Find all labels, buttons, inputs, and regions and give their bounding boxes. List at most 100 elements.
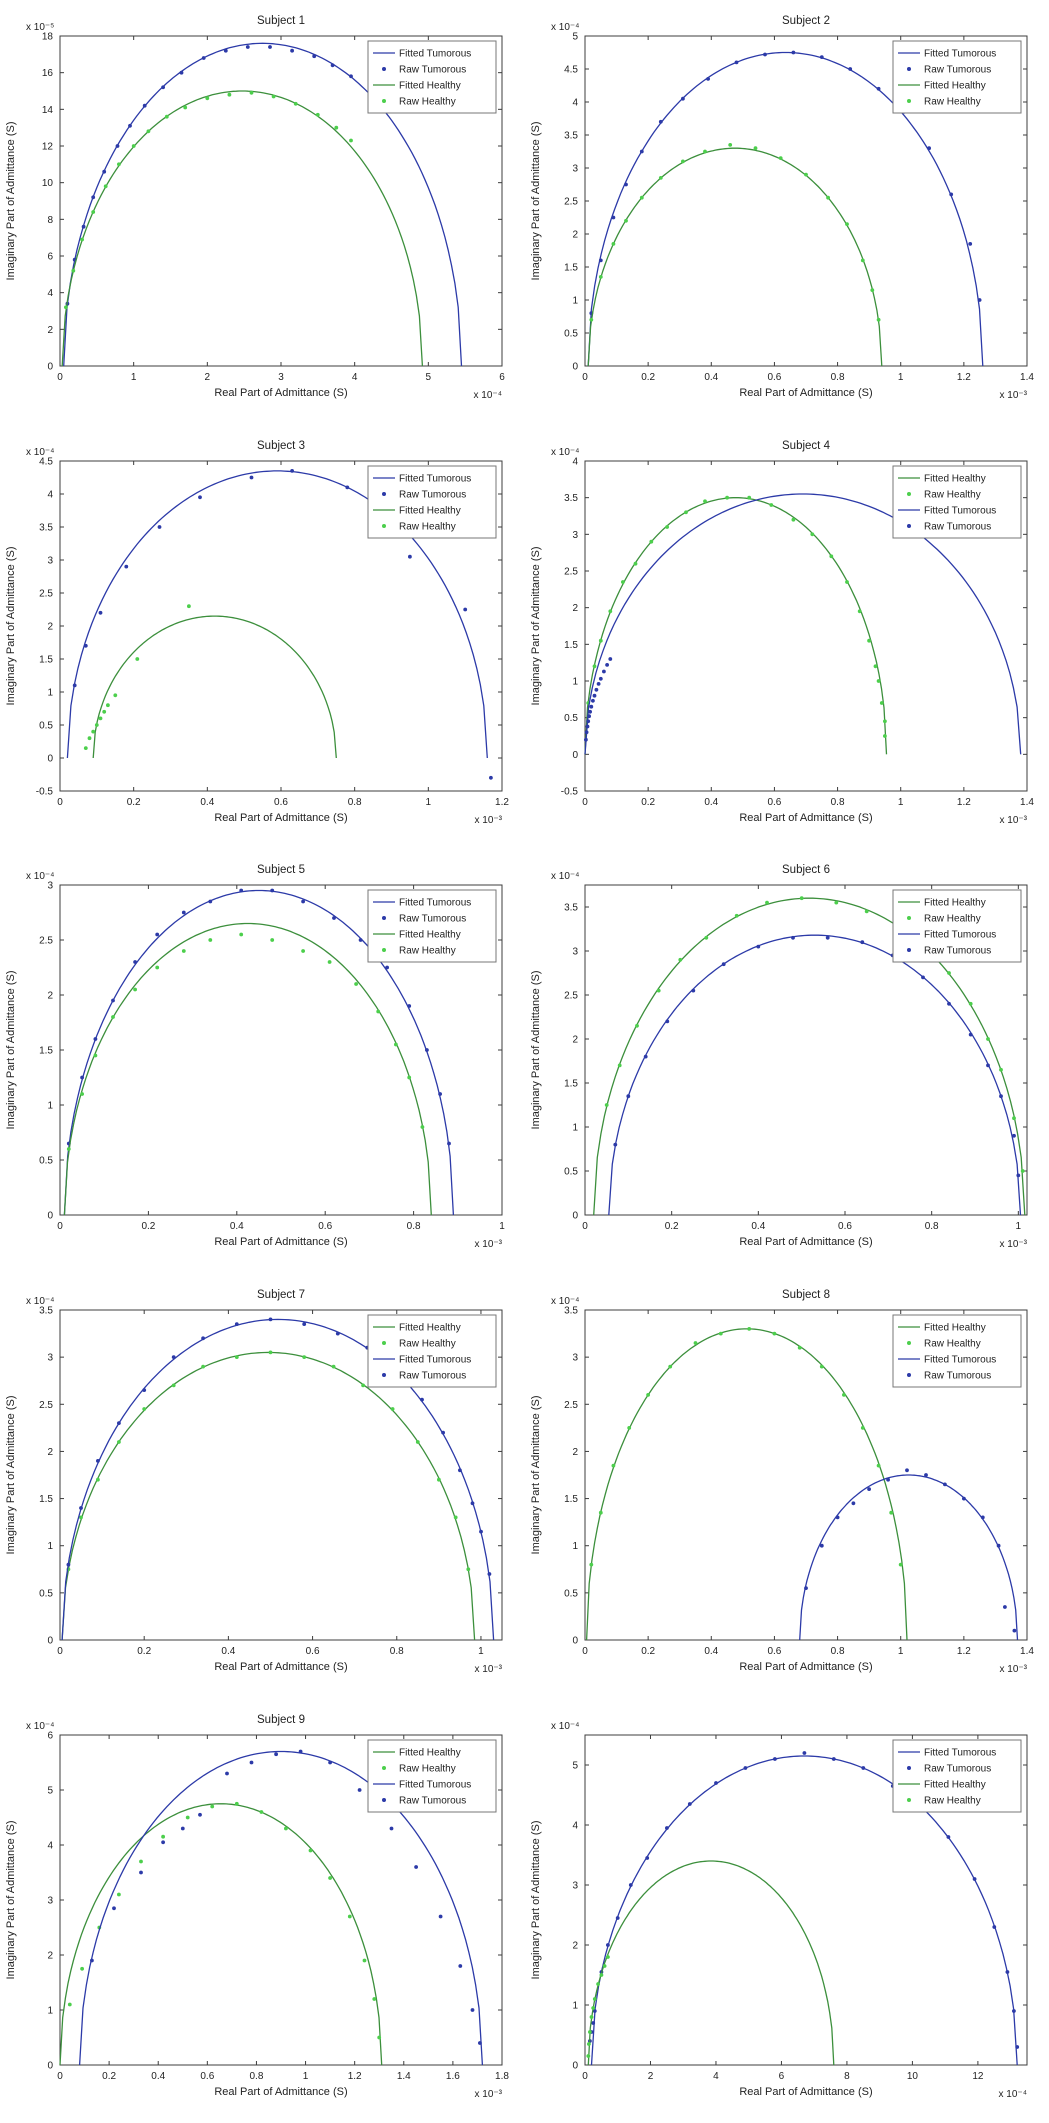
raw-data-point [799, 896, 804, 901]
raw-data-point [598, 1510, 603, 1515]
y-tick-label: 3.5 [564, 1306, 578, 1317]
raw-data-point [885, 1477, 890, 1482]
raw-data-point [611, 1463, 615, 1468]
raw-data-point [926, 146, 931, 151]
y-tick-label: 2.5 [564, 991, 578, 1002]
raw-data-point [611, 242, 615, 247]
y-tick-label: 4 [572, 98, 578, 109]
raw-data-point [376, 1010, 381, 1014]
legend-label: Raw Tumorous [924, 1371, 991, 1382]
raw-data-point [658, 120, 663, 124]
raw-data-point [161, 1840, 166, 1844]
x-tick-label: 0.8 [830, 797, 844, 808]
y-tick-label: 1.5 [39, 654, 53, 665]
y-tick-label: 1.5 [39, 1494, 53, 1505]
raw-data-point [819, 1364, 824, 1369]
y-axis-label: Imaginary Part of Admittance (S) [5, 122, 17, 281]
y-tick-label: 0 [572, 1636, 578, 1647]
raw-data-point [124, 564, 129, 569]
x-scale-label: x 10⁻³ [999, 815, 1027, 826]
raw-data-point [181, 949, 186, 954]
raw-data-point [67, 2002, 72, 2007]
raw-data-point [860, 1765, 865, 1770]
y-tick-label: 4.5 [564, 65, 578, 76]
raw-data-point [625, 1094, 630, 1099]
raw-data-point [643, 1055, 648, 1059]
legend-dot-sample [906, 99, 911, 104]
raw-data-point [1011, 1116, 1016, 1121]
raw-data-point [585, 719, 590, 724]
raw-data-point [612, 1143, 617, 1147]
raw-data-point [727, 143, 732, 148]
y-tick-label: 8 [47, 215, 53, 226]
y-tick-label: 1 [572, 2000, 578, 2011]
raw-data-point [607, 656, 612, 661]
y-tick-label: 3 [47, 1895, 53, 1906]
subplot-title: Subject 7 [257, 1289, 305, 1301]
raw-data-point [91, 195, 96, 200]
raw-data-point [128, 124, 132, 128]
y-tick-label: 12 [42, 142, 54, 153]
raw-data-point [330, 63, 335, 68]
subplot-cell-8: 0 0.2 0.4 0.6 0.8 1 1.2 1.4 0 0.5 1 1.5 2 2.5 3 3.5 Fitt… [524, 1274, 1049, 1699]
y-scale-label: x 10⁻⁴ [551, 1296, 579, 1307]
x-tick-label: 0.6 [767, 372, 781, 383]
x-tick-label: 1 [1015, 1221, 1021, 1232]
y-tick-label: 2 [572, 603, 578, 614]
legend-dot-sample [382, 99, 386, 104]
y-tick-label: 0 [572, 2060, 578, 2071]
raw-data-point [882, 733, 887, 738]
subplot-cell-1: 0 1 2 3 4 5 6 0 2 4 6 8 10 12 14 16 18 Fitted Tumorous Raw… [0, 0, 524, 425]
raw-data-point [458, 1468, 462, 1473]
raw-data-point [778, 156, 783, 161]
raw-data-point [161, 1834, 166, 1839]
raw-data-point [361, 1383, 365, 1388]
raw-data-point [972, 1876, 976, 1881]
y-tick-label: 4 [572, 456, 578, 467]
y-tick-label: 1 [47, 1101, 53, 1112]
raw-data-point [601, 669, 606, 674]
raw-data-point [607, 609, 612, 614]
x-tick-label: 0 [582, 1221, 588, 1232]
subplot-title: Subject 8 [782, 1289, 830, 1301]
raw-data-point [201, 1364, 206, 1369]
raw-data-point [98, 610, 103, 615]
x-tick-label: 4 [352, 372, 358, 383]
raw-data-point [595, 1981, 600, 1986]
legend-dot-sample [382, 523, 386, 528]
x-tick-label: 0 [582, 372, 588, 383]
fitted-curve [587, 1860, 834, 2065]
raw-data-point [819, 55, 824, 60]
subplot-cell-2: 0 0.2 0.4 0.6 0.8 1 1.2 1.4 0 0.5 1 1.5 2 2.5 3 3.5 4 4.5… [524, 0, 1049, 425]
raw-data-point [113, 693, 118, 698]
raw-data-point [592, 693, 596, 698]
raw-data-point [803, 172, 808, 177]
x-tick-label: 0 [57, 372, 63, 383]
y-tick-label: 2 [47, 621, 53, 632]
raw-data-point [587, 2029, 592, 2034]
raw-data-point [79, 1506, 83, 1510]
legend-label: Fitted Tumorous [399, 1779, 471, 1790]
y-tick-label: 2.5 [39, 936, 53, 947]
raw-data-point [131, 144, 136, 149]
x-tick-label: 2 [647, 2071, 653, 2082]
raw-data-point [718, 1331, 723, 1336]
raw-data-point [604, 1103, 609, 1108]
y-tick-label: 3.5 [564, 493, 578, 504]
raw-data-point [768, 502, 773, 507]
raw-data-point [438, 1092, 442, 1097]
legend-label: Fitted Tumorous [399, 473, 471, 484]
raw-data-point [873, 664, 877, 669]
y-scale-label: x 10⁻⁴ [26, 1721, 54, 1732]
x-tick-label: 6 [499, 372, 505, 383]
raw-data-point [71, 269, 76, 273]
raw-data-point [967, 242, 972, 247]
raw-data-point [94, 722, 99, 727]
x-tick-label: 0.6 [306, 1646, 320, 1657]
raw-data-point [385, 966, 389, 970]
raw-data-point [611, 215, 615, 220]
y-tick-label: 3.5 [39, 1306, 53, 1317]
y-tick-label: 0 [47, 362, 53, 373]
